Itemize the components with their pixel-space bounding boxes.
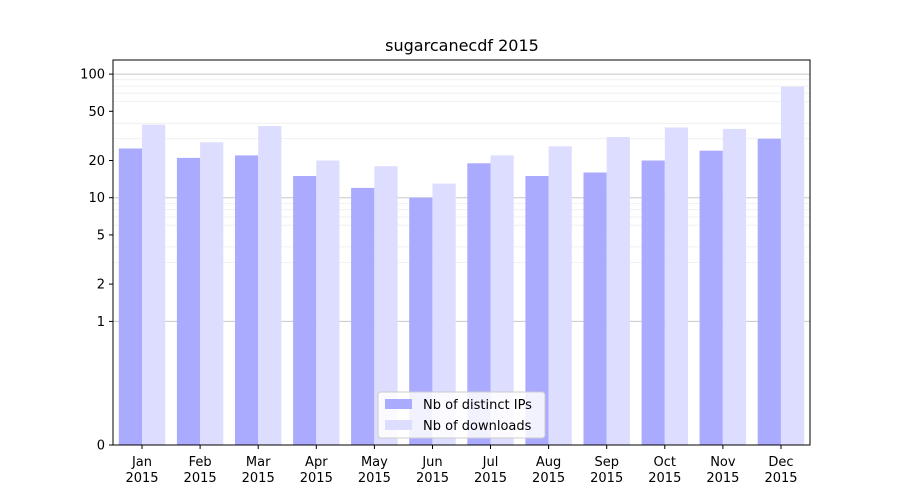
x-tick-label: Jan (131, 455, 152, 470)
bar-distinct-ips (176, 157, 201, 445)
x-tick-label-year: 2015 (125, 471, 158, 486)
bar-downloads (781, 86, 805, 445)
x-tick-label-year: 2015 (706, 471, 739, 486)
bar-distinct-ips (118, 148, 142, 445)
y-tick-label: 2 (97, 278, 105, 293)
grid-lines (113, 73, 810, 322)
bar-downloads (490, 155, 514, 445)
x-tick-label: Oct (654, 455, 676, 470)
x-tick-label: Mar (246, 455, 271, 470)
x-tick-label: Aug (536, 455, 561, 470)
legend-box (377, 391, 546, 439)
x-tick-label-year: 2015 (416, 471, 449, 486)
bar-downloads (316, 160, 340, 445)
y-tick-label: 5 (97, 228, 105, 243)
axis-ticks: 0125102050100Jan2015Feb2015Mar2015Apr201… (80, 68, 797, 486)
bar-distinct-ips (235, 155, 259, 445)
bar-downloads (258, 126, 282, 445)
x-tick-label-year: 2015 (474, 471, 507, 486)
x-tick-label: Dec (768, 455, 793, 470)
x-tick-label-year: 2015 (358, 471, 391, 486)
bar-distinct-ips (641, 160, 665, 445)
bar-distinct-ips (525, 176, 549, 445)
y-tick-label: 50 (88, 105, 105, 120)
chart-title: sugarcanecdf 2015 (385, 36, 539, 55)
x-tick-label: Sep (594, 455, 619, 470)
x-tick-label: Feb (189, 455, 212, 470)
bar-distinct-ips (467, 163, 491, 446)
bar-downloads (374, 166, 398, 445)
x-tick-label-year: 2015 (242, 471, 275, 486)
legend-swatch-distinct-ips (385, 399, 412, 409)
y-tick-label: 100 (80, 68, 105, 83)
bar-distinct-ips (699, 150, 723, 445)
x-tick-label-year: 2015 (300, 471, 333, 486)
x-tick-label-year: 2015 (532, 471, 565, 486)
x-tick-label-year: 2015 (764, 471, 797, 486)
y-tick-label: 10 (88, 191, 105, 206)
x-tick-label: Apr (305, 455, 328, 470)
legend: Nb of distinct IPs Nb of downloads (377, 391, 546, 439)
bar-distinct-ips (293, 176, 317, 445)
bar-distinct-ips (409, 197, 433, 445)
legend-swatch-downloads (385, 420, 412, 430)
bar-downloads (606, 137, 630, 445)
y-tick-label: 20 (88, 154, 105, 169)
legend-label: Nb of downloads (423, 419, 532, 434)
bar-distinct-ips (351, 187, 375, 445)
bar-downloads (432, 183, 456, 445)
x-tick-label-year: 2015 (184, 471, 217, 486)
y-tick-label: 1 (97, 315, 105, 330)
bar-downloads (200, 142, 224, 445)
bars (118, 86, 805, 446)
x-tick-label: May (361, 455, 388, 470)
y-tick-label: 0 (97, 439, 105, 454)
bar-distinct-ips (583, 172, 607, 445)
x-tick-label: Jun (421, 455, 442, 470)
legend-label: Nb of distinct IPs (423, 398, 532, 413)
axes-frame (112, 59, 811, 446)
x-tick-label: Jul (482, 455, 499, 470)
x-tick-label-year: 2015 (590, 471, 623, 486)
x-tick-label-year: 2015 (648, 471, 681, 486)
bar-distinct-ips (757, 138, 781, 445)
bar-downloads (142, 124, 166, 445)
bar-downloads (722, 128, 747, 445)
bar-downloads (664, 127, 688, 445)
bar-downloads (548, 146, 572, 445)
x-tick-label: Nov (710, 455, 736, 470)
